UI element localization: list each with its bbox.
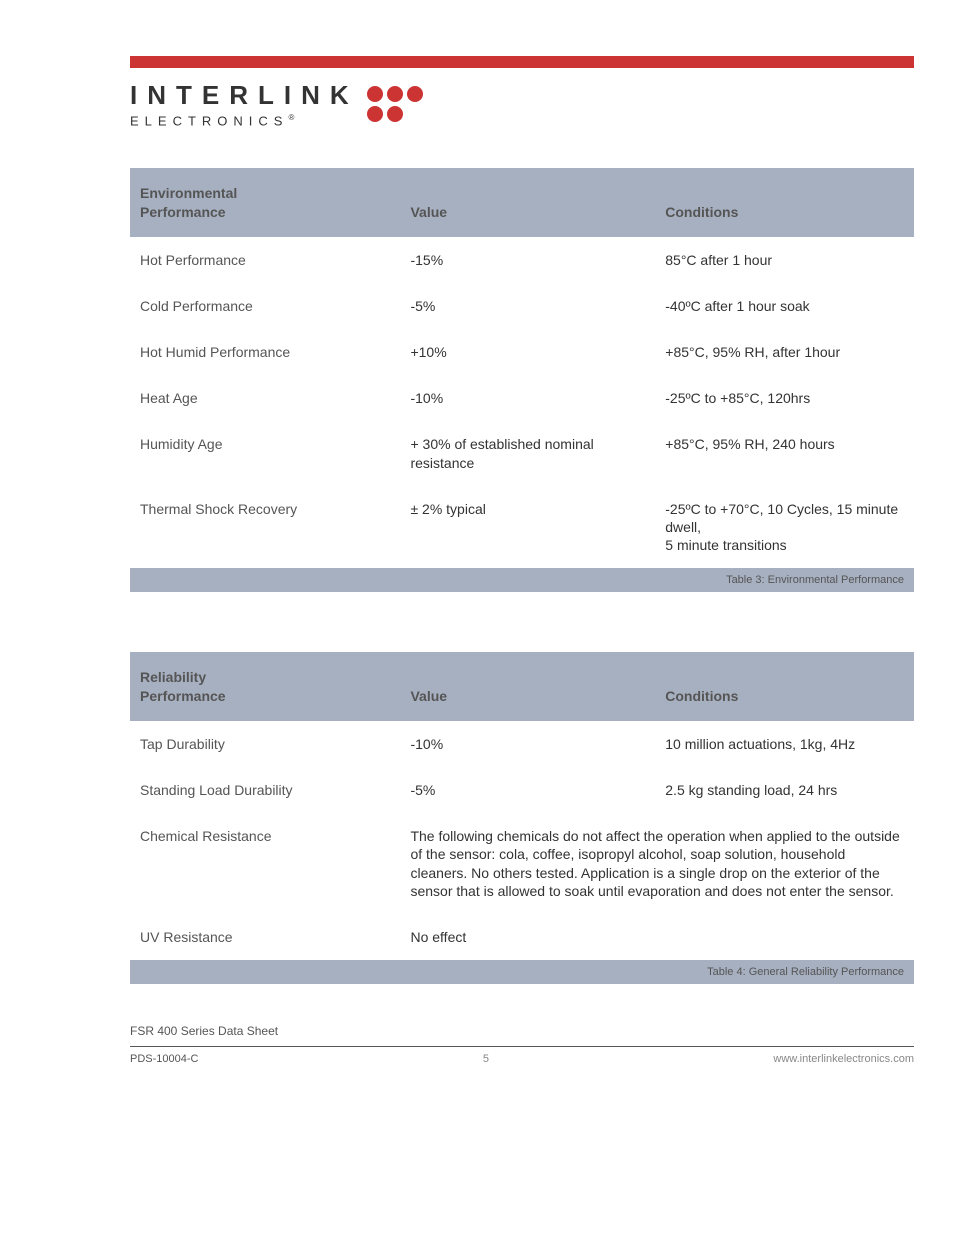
cell-parameter: Cold Performance bbox=[130, 283, 400, 329]
cell-parameter: Humidity Age bbox=[130, 421, 400, 485]
header-value: Value bbox=[400, 652, 655, 720]
cell-parameter: Tap Durability bbox=[130, 721, 400, 767]
environmental-performance-table: Environmental Performance Value Conditio… bbox=[130, 168, 914, 592]
cell-parameter: Chemical Resistance bbox=[130, 813, 400, 914]
table-row: UV ResistanceNo effect bbox=[130, 914, 914, 960]
table-header-row: Reliability Performance Value Conditions bbox=[130, 652, 914, 720]
cell-value: ± 2% typical bbox=[400, 486, 655, 569]
cell-parameter: Hot Humid Performance bbox=[130, 329, 400, 375]
document-title: FSR 400 Series Data Sheet bbox=[130, 1024, 954, 1038]
table-row: Standing Load Durability-5%2.5 kg standi… bbox=[130, 767, 914, 813]
table-row: Hot Humid Performance+10%+85°C, 95% RH, … bbox=[130, 329, 914, 375]
logo-sub-text: ELECTRONICS® bbox=[130, 113, 359, 128]
header-conditions: Conditions bbox=[655, 168, 914, 236]
logo-text: INTERLINK ELECTRONICS® bbox=[130, 80, 359, 128]
cell-conditions: -25ºC to +85°C, 120hrs bbox=[655, 375, 914, 421]
table-caption-row: Table 4: General Reliability Performance bbox=[130, 960, 914, 984]
cell-conditions: 85°C after 1 hour bbox=[655, 237, 914, 283]
table-header-row: Environmental Performance Value Conditio… bbox=[130, 168, 914, 236]
header-value: Value bbox=[400, 168, 655, 236]
page-number: 5 bbox=[483, 1053, 489, 1065]
dot-row bbox=[367, 86, 423, 102]
dot-icon bbox=[367, 86, 383, 102]
table-row: Humidity Age+ 30% of established nominal… bbox=[130, 421, 914, 485]
cell-parameter: Hot Performance bbox=[130, 237, 400, 283]
dot-icon bbox=[387, 106, 403, 122]
doc-code: PDS-10004-C bbox=[130, 1053, 198, 1065]
cell-conditions: -25ºC to +70°C, 10 Cycles, 15 minute dwe… bbox=[655, 486, 914, 569]
cell-conditions: 2.5 kg standing load, 24 hrs bbox=[655, 767, 914, 813]
logo-main-text: INTERLINK bbox=[130, 80, 359, 111]
dot-icon bbox=[367, 106, 383, 122]
header-line: Environmental bbox=[140, 184, 390, 202]
cell-value: + 30% of established nominal resistance bbox=[400, 421, 655, 485]
cell-value: -5% bbox=[400, 767, 655, 813]
cell-conditions: +85°C, 95% RH, 240 hours bbox=[655, 421, 914, 485]
header-conditions: Conditions bbox=[655, 652, 914, 720]
cell-value: -10% bbox=[400, 721, 655, 767]
header-line: Performance bbox=[140, 687, 390, 705]
top-red-bar bbox=[130, 56, 914, 68]
logo: INTERLINK ELECTRONICS® bbox=[130, 80, 954, 128]
cell-conditions: 10 million actuations, 1kg, 4Hz bbox=[655, 721, 914, 767]
cell-parameter: Thermal Shock Recovery bbox=[130, 486, 400, 569]
header-line: Performance bbox=[140, 203, 390, 221]
cell-value: -10% bbox=[400, 375, 655, 421]
table-row: Tap Durability-10%10 million actuations,… bbox=[130, 721, 914, 767]
cell-value: -15% bbox=[400, 237, 655, 283]
table-row: Chemical ResistanceThe following chemica… bbox=[130, 813, 914, 914]
table-row: Cold Performance-5%-40ºC after 1 hour so… bbox=[130, 283, 914, 329]
table-caption: Table 4: General Reliability Performance bbox=[130, 960, 914, 984]
table-caption-row: Table 3: Environmental Performance bbox=[130, 568, 914, 592]
logo-sub-label: ELECTRONICS bbox=[130, 113, 288, 128]
footer-url: www.interlinkelectronics.com bbox=[773, 1053, 914, 1065]
dot-row bbox=[367, 106, 423, 122]
reliability-performance-table: Reliability Performance Value Conditions… bbox=[130, 652, 914, 984]
cell-value-wide: The following chemicals do not affect th… bbox=[400, 813, 914, 914]
logo-dots-icon bbox=[367, 86, 423, 122]
footer-divider bbox=[130, 1046, 914, 1047]
dot-icon bbox=[387, 86, 403, 102]
cell-parameter: Heat Age bbox=[130, 375, 400, 421]
header-parameter: Reliability Performance bbox=[130, 652, 400, 720]
cell-conditions: +85°C, 95% RH, after 1hour bbox=[655, 329, 914, 375]
dot-icon bbox=[407, 86, 423, 102]
page-footer: PDS-10004-C 5 www.interlinkelectronics.c… bbox=[130, 1053, 914, 1065]
header-line: Reliability bbox=[140, 668, 390, 686]
table-caption: Table 3: Environmental Performance bbox=[130, 568, 914, 592]
cell-value: No effect bbox=[400, 914, 655, 960]
table-row: Heat Age-10%-25ºC to +85°C, 120hrs bbox=[130, 375, 914, 421]
cell-conditions: -40ºC after 1 hour soak bbox=[655, 283, 914, 329]
cell-parameter: UV Resistance bbox=[130, 914, 400, 960]
cell-value: +10% bbox=[400, 329, 655, 375]
cell-parameter: Standing Load Durability bbox=[130, 767, 400, 813]
table-row: Hot Performance-15%85°C after 1 hour bbox=[130, 237, 914, 283]
cell-value: -5% bbox=[400, 283, 655, 329]
table-row: Thermal Shock Recovery± 2% typical-25ºC … bbox=[130, 486, 914, 569]
header-parameter: Environmental Performance bbox=[130, 168, 400, 236]
cell-conditions bbox=[655, 914, 914, 960]
